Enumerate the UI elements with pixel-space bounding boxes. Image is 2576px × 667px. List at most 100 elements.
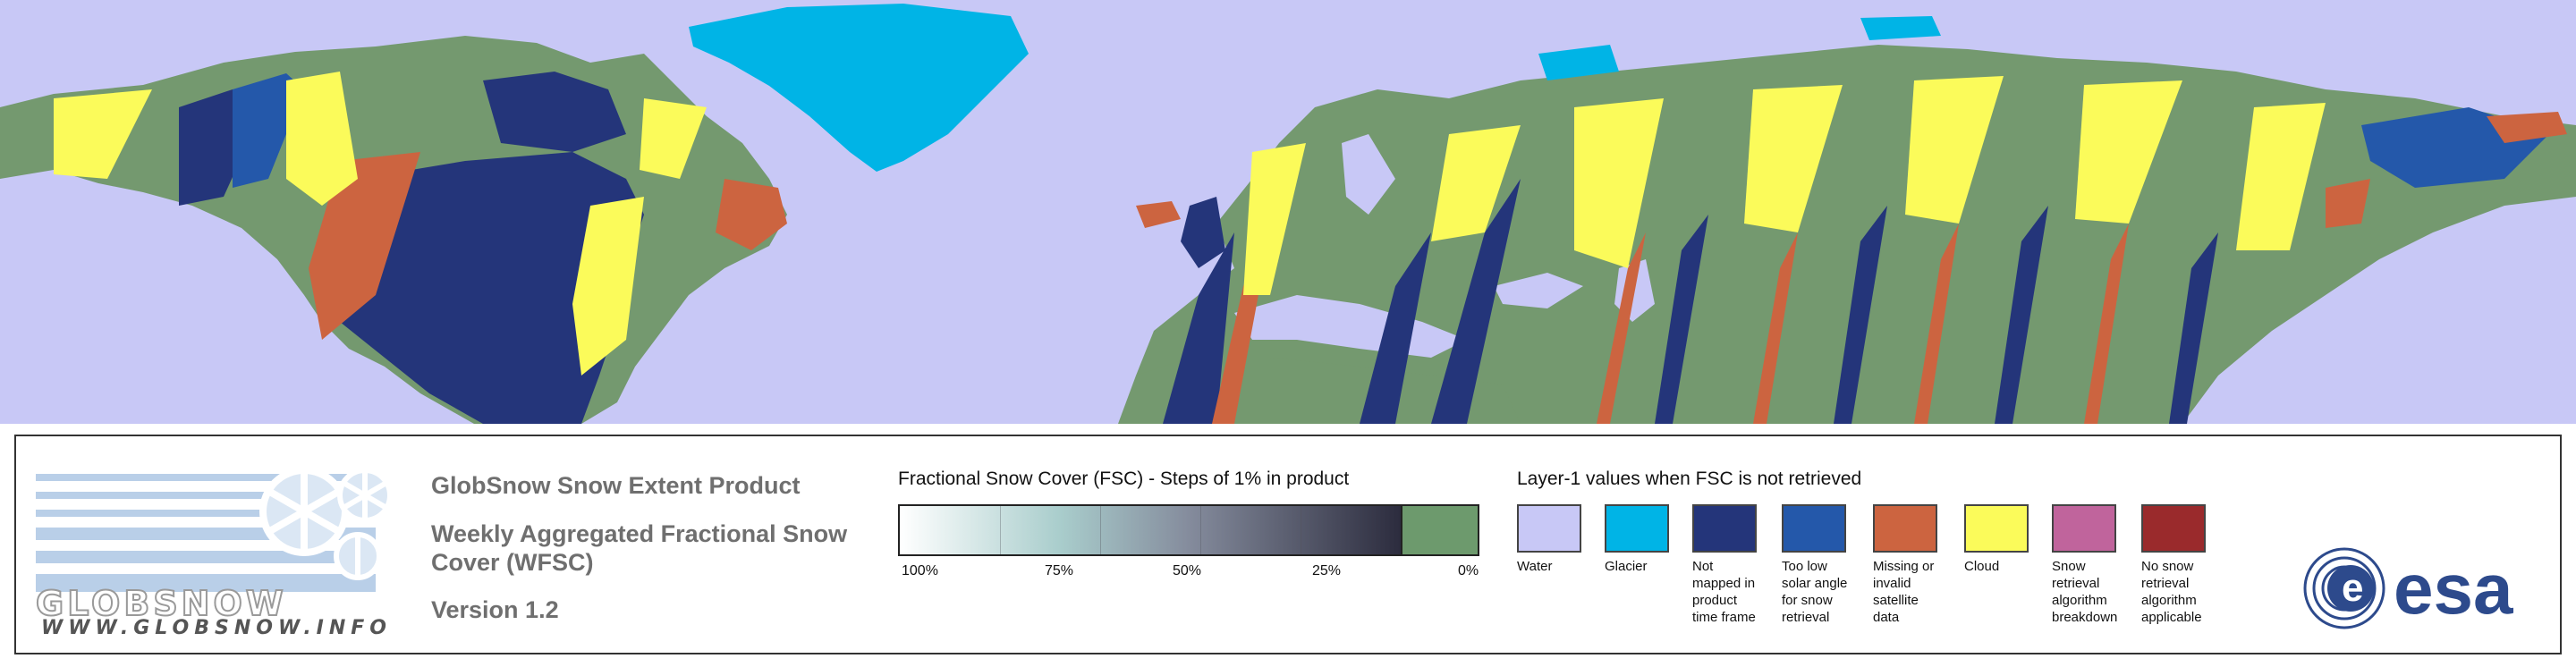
layer1-item: Water <box>1517 504 1599 575</box>
missing-data-kamchatka <box>2326 179 2370 228</box>
layer1-label-line: algorithm <box>2052 593 2107 608</box>
not-mapped-swath-as-1 <box>1655 215 1708 424</box>
arctic-islands <box>1860 16 1941 40</box>
missing-swath-as-2 <box>1753 232 1798 424</box>
layer1-label-line: retrieval <box>1782 610 1830 625</box>
fsc-colorbar <box>898 504 1479 556</box>
product-title: GlobSnow Snow Extent Product <box>431 472 801 499</box>
fsc-tick-labels: 100% 75% 50% 25% 0% <box>898 563 1479 585</box>
layer1-legend: Layer-1 values when FSC is not retrieved… <box>1517 469 2322 638</box>
layer1-label-line: Glacier <box>1605 559 1648 574</box>
not-mapped-region-na <box>322 152 644 424</box>
fsc-zero-swatch <box>1401 506 1478 554</box>
layer1-item: Too low solar angle for snow retrieval <box>1782 504 1864 626</box>
cloud-band-eu-2 <box>1431 125 1521 241</box>
layer1-swatch <box>2141 504 2206 553</box>
cloud-band-as-1 <box>1574 98 1664 268</box>
layer1-label-line: mapped in <box>1692 576 1756 591</box>
layer1-label: Water <box>1517 558 1599 575</box>
layer1-label-line: time frame <box>1692 610 1756 625</box>
cloud-band-as-4 <box>2075 80 2182 224</box>
fsc-legend-title: Fractional Snow Cover (FSC) - Steps of 1… <box>898 469 1350 489</box>
product-titles: GlobSnow Snow Extent Product Weekly Aggr… <box>431 472 896 624</box>
fsc-label-100: 100% <box>902 563 938 578</box>
missing-swath-as-3 <box>1914 224 1959 424</box>
layer1-label-line: No snow <box>2141 559 2194 574</box>
layer1-swatch <box>1605 504 1669 553</box>
layer1-label-line: for snow <box>1782 593 1833 608</box>
layer1-item: Snow retrieval algorithm breakdown <box>2052 504 2134 626</box>
svalbard <box>1538 45 1619 80</box>
british-isles <box>1181 197 1225 268</box>
esa-wordmark: esa <box>2394 549 2513 629</box>
logo-url: WWW.GLOBSNOW.INFO <box>41 617 393 639</box>
layer1-swatch <box>1692 504 1757 553</box>
layer1-label: Cloud <box>1964 558 2046 575</box>
layer1-item: Glacier <box>1605 504 1687 575</box>
layer1-label: Glacier <box>1605 558 1687 575</box>
cloud-band-as-2 <box>1744 85 1843 232</box>
black-sea <box>1494 273 1583 308</box>
fsc-gradient <box>900 506 1401 554</box>
layer1-label-line: product <box>1692 593 1738 608</box>
svg-text:e: e <box>2342 566 2363 610</box>
layer1-swatch <box>1873 504 1937 553</box>
product-subtitle: Weekly Aggregated Fractional Snow Cover … <box>431 519 896 577</box>
globsnow-logo: GLOBSNOW <box>36 467 393 624</box>
missing-data-far-east <box>2487 112 2567 143</box>
fsc-label-25: 25% <box>1312 563 1342 578</box>
logo-wordmark: GLOBSNOW <box>36 584 287 623</box>
layer1-swatches: Water Glacier Not mapped in product time fram… <box>1517 504 2322 638</box>
greenland <box>689 4 1029 172</box>
not-mapped-swath-eu-1 <box>1163 232 1234 424</box>
layer1-item: Missing or invalid satellite data <box>1873 504 1955 626</box>
missing-swath-as-4 <box>2084 224 2129 424</box>
layer1-label-line: breakdown <box>2052 610 2118 625</box>
layer1-label-line: Cloud <box>1964 559 2000 574</box>
layer1-label-line: retrieval <box>2141 576 2190 591</box>
canada-north-not-mapped <box>483 72 626 152</box>
cloud-band-na-1 <box>54 89 152 179</box>
layer1-legend-title: Layer-1 values when FSC is not retrieved <box>1517 469 1862 489</box>
cloud-band-na-2 <box>286 72 358 206</box>
not-mapped-swath-as-2 <box>1834 206 1887 424</box>
iceland <box>1136 201 1181 228</box>
snowflake-icon <box>259 467 349 556</box>
layer1-swatch <box>1964 504 2029 553</box>
not-mapped-swath-as-3 <box>1995 206 2048 424</box>
missing-data-east-canada <box>716 179 787 250</box>
layer1-label-line: Snow retrieval <box>2052 559 2100 591</box>
layer1-label-line: Too low <box>1782 559 1827 574</box>
layer1-swatch <box>1782 504 1846 553</box>
cloud-band-as-5 <box>2236 103 2326 250</box>
layer1-label: Not mapped in product time frame <box>1692 558 1775 626</box>
cloud-band-na-3 <box>572 197 644 376</box>
snow-cover-map <box>0 0 2576 424</box>
layer1-label: Too low solar angle for snow retrieval <box>1782 558 1864 626</box>
layer1-label-line: Not <box>1692 559 1714 574</box>
layer1-label: No snow retrieval algorithm applicable <box>2141 558 2224 626</box>
layer1-label-line: Missing or <box>1873 559 1935 574</box>
missing-swath-as-1 <box>1597 232 1646 424</box>
layer1-label-line: applicable <box>2141 610 2202 625</box>
esa-logo: e esa <box>2303 547 2513 629</box>
not-mapped-swath-eu-3 <box>1431 179 1521 424</box>
layer1-item: Not mapped in product time frame <box>1692 504 1775 626</box>
fsc-legend: Fractional Snow Cover (FSC) - Steps of 1… <box>898 469 1506 585</box>
layer1-label: Snow retrieval algorithm breakdown <box>2052 558 2134 626</box>
product-subtitle-line1: Weekly Aggregated Fractional Snow <box>431 520 848 547</box>
layer1-label-line: data <box>1873 610 1900 625</box>
layer1-label-line: invalid satellite <box>1873 576 1919 608</box>
layer1-label-line: algorithm <box>2141 593 2197 608</box>
product-subtitle-line2: Cover (WFSC) <box>431 549 594 576</box>
missing-data-strip-na <box>309 152 420 340</box>
cloud-band-na-4 <box>640 98 707 179</box>
cloud-band-as-3 <box>1905 76 2004 224</box>
layer1-swatch <box>1517 504 1581 553</box>
fsc-label-50: 50% <box>1173 563 1202 578</box>
layer1-item: No snow retrieval algorithm applicable <box>2141 504 2224 626</box>
not-mapped-swath-as-4 <box>2169 232 2218 424</box>
layer1-label-line: solar angle <box>1782 576 1848 591</box>
fsc-label-0: 0% <box>1458 563 1479 578</box>
layer1-swatch <box>2052 504 2116 553</box>
